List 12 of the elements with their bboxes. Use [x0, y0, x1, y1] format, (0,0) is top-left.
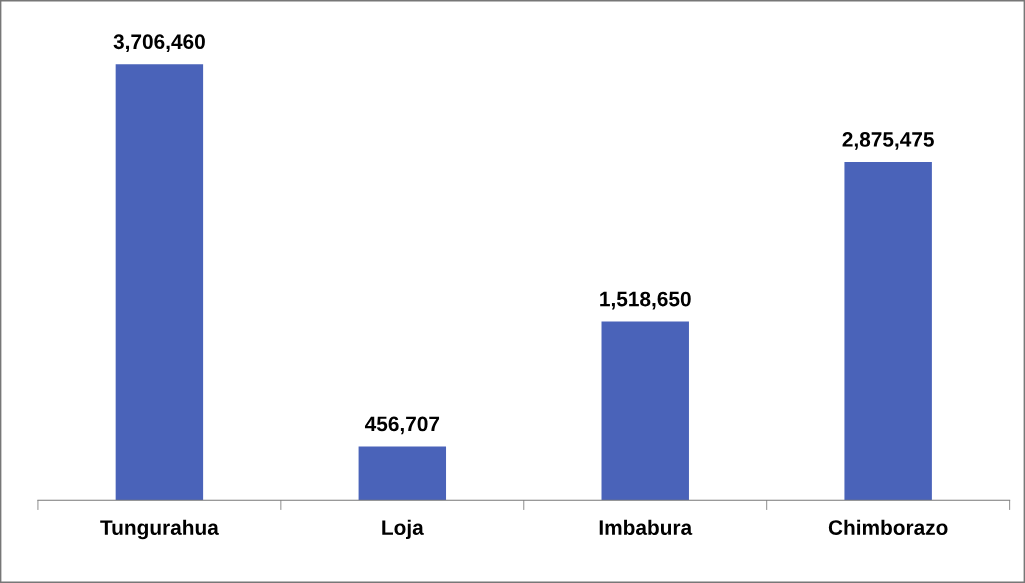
data-label: 456,707 [364, 416, 440, 435]
bar [358, 446, 447, 501]
data-label: 1,518,650 [600, 291, 691, 310]
x-tick-label: Tungurahua [100, 519, 219, 540]
bar [115, 64, 204, 501]
x-tick-label: Chimborazo [828, 519, 948, 535]
data-label: 3,706,460 [113, 34, 205, 53]
x-tick-label: Imbabura [599, 519, 693, 535]
bar [844, 162, 932, 501]
x-tick-label: Loja [382, 519, 424, 540]
data-label: 2,875,475 [842, 132, 934, 150]
bar [601, 321, 689, 501]
